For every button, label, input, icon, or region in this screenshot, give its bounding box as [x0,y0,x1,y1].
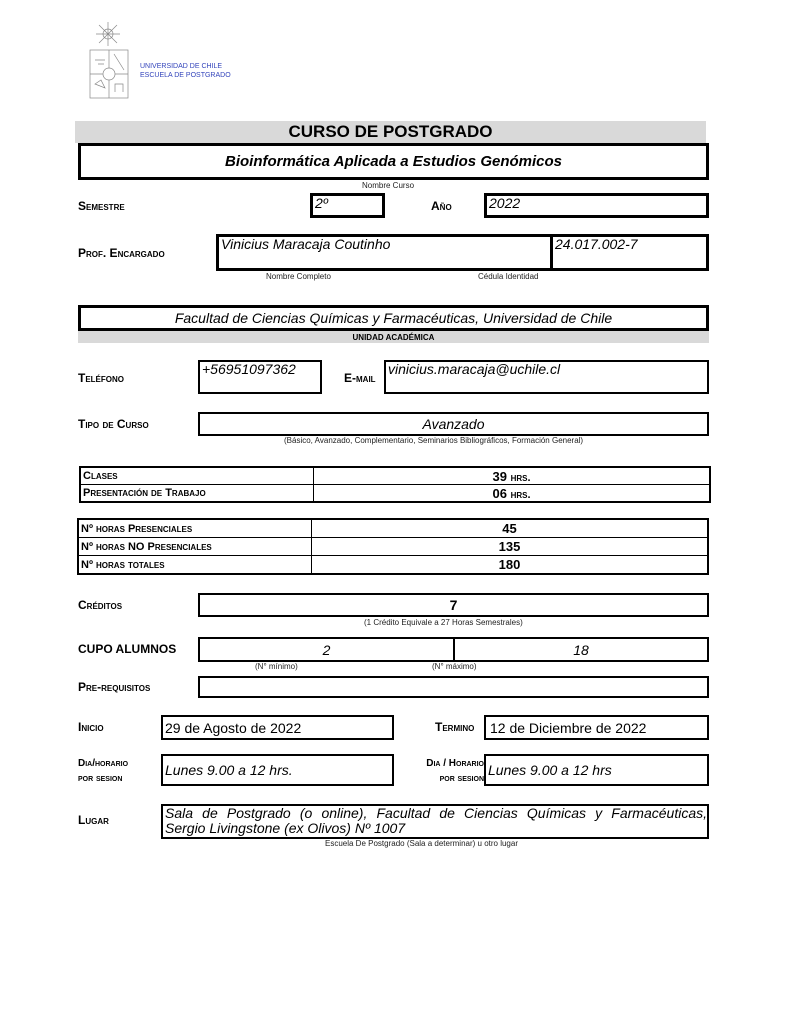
creditos-label: Créditos [78,598,123,612]
logo-university-name: UNIVERSIDAD DE CHILE [140,63,223,70]
termino-label: Termino [435,720,475,734]
horas-no-presenciales-label: Nº horas NO Presenciales [77,537,312,556]
table-row: Nº horas NO Presenciales 135 [77,537,709,556]
university-seal-logo [89,22,129,99]
form-title: CURSO DE POSTGRADO [75,121,706,143]
creditos-field[interactable]: 7 [198,593,709,617]
unidad-academica-field[interactable]: Facultad de Ciencias Químicas y Farmacéu… [78,305,709,331]
inicio-label: Inicio [78,720,104,734]
horas-no-presenciales-value[interactable]: 135 [311,537,709,556]
horario2-label: Dia / Horario por sesion [426,758,484,784]
profesor-rut-caption: Cédula Identidad [478,272,539,281]
prerequisitos-label: Pre-requisitos [78,680,151,694]
prerequisitos-field[interactable] [198,676,709,698]
clases-label: Clases [79,466,314,485]
tipo-curso-field[interactable]: Avanzado [198,412,709,436]
table-row: Presentación de Trabajo 06 hrs. [79,484,711,503]
email-field[interactable]: vinicius.maracaja@uchile.cl [384,360,709,394]
horas-table: Clases 39 hrs. Presentación de Trabajo 06 … [79,466,711,503]
profesor-name-field[interactable]: Vinicius Maracaja Coutinho [216,234,553,271]
horario1-field[interactable]: Lunes 9.00 a 12 hrs. [161,754,394,786]
presentacion-label: Presentación de Trabajo [79,484,314,503]
clases-value[interactable]: 39 hrs. [313,466,711,485]
horas-presenciales-label: Nº horas Presenciales [77,518,312,538]
lugar-line1: Sala de Postgrado (o online), Facultad d… [165,805,707,821]
horario2-field[interactable]: Lunes 9.00 a 12 hrs [484,754,709,786]
inicio-field[interactable]: 29 de Agosto de 2022 [161,715,394,740]
horas-totales-value[interactable]: 180 [311,555,709,575]
semestre-field[interactable]: 2º [310,193,385,218]
horas-totales-table: Nº horas Presenciales 45 Nº horas NO Pres… [77,518,709,575]
anio-label: Año [431,199,452,213]
profesor-label: Prof. Encargado [78,246,165,260]
cupo-min-caption: (N° mínimo) [255,662,298,671]
cupo-min-field[interactable]: 2 [198,637,455,662]
creditos-caption: (1 Crédito Equivale a 27 Horas Semestral… [364,618,523,627]
profesor-rut-field[interactable]: 24.017.002-7 [550,234,709,271]
table-row: Clases 39 hrs. [79,466,711,485]
cupo-label: CUPO ALUMNOS [78,642,177,656]
unidad-academica-caption: UNIDAD ACADÉMICA [78,331,709,343]
termino-field[interactable]: 12 de Diciembre de 2022 [484,715,709,740]
telefono-field[interactable]: +56951097362 [198,360,322,394]
logo-school-name: ESCUELA DE POSTGRADO [140,72,231,79]
table-row: Nº horas totales 180 [77,555,709,575]
tipo-curso-label: Tipo de Curso [78,417,149,431]
lugar-field[interactable]: Sala de Postgrado (o online), Facultad d… [161,804,709,839]
horario1-label: Dia/horario por sesion [78,758,129,784]
semestre-label: Semestre [78,199,125,213]
table-row: Nº horas Presenciales 45 [77,518,709,538]
horas-presenciales-value[interactable]: 45 [311,518,709,538]
cupo-max-field[interactable]: 18 [453,637,709,662]
lugar-caption: Escuela De Postgrado (Sala a determinar)… [325,839,518,848]
profesor-name-caption: Nombre Completo [266,272,331,281]
email-label: E-mail [344,371,376,385]
anio-field[interactable]: 2022 [484,193,709,218]
cupo-max-caption: (N° máximo) [432,662,477,671]
course-name-field[interactable]: Bioinformática Aplicada a Estudios Genóm… [78,143,709,180]
course-name-caption: Nombre Curso [362,181,415,190]
horas-totales-label: Nº horas totales [77,555,312,575]
lugar-label: Lugar [78,813,109,827]
telefono-label: Teléfono [78,371,124,385]
lugar-line2: Sergio Livingstone (ex Olivos) Nº 1007 [165,820,406,836]
logo-text: UNIVERSIDAD DE CHILE ESCUELA DE POSTGRAD… [140,62,231,80]
tipo-curso-caption: (Básico, Avanzado, Complementario, Semin… [284,436,584,445]
presentacion-value[interactable]: 06 hrs. [313,484,711,503]
